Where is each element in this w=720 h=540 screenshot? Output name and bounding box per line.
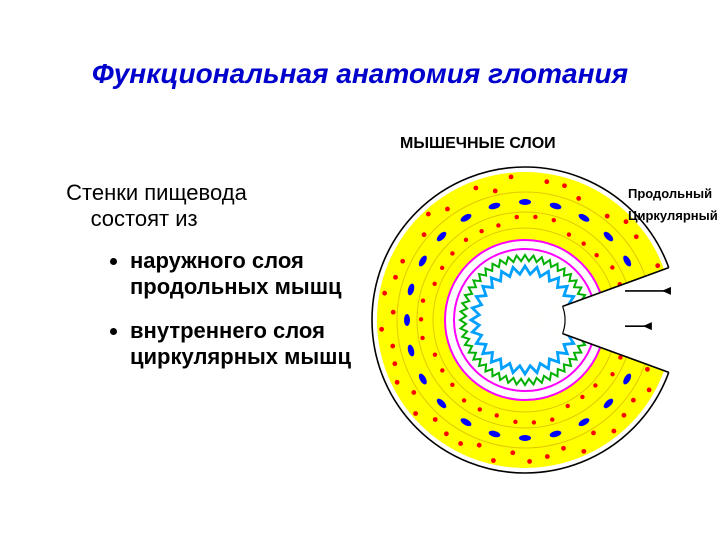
label-longitudinal: Продольный (628, 186, 712, 201)
bullet-1: наружного слоя продольных мышц (130, 248, 360, 300)
intro-line-2: состоят из (91, 206, 198, 231)
esophagus-cross-section-diagram (360, 150, 700, 490)
intro-line-1: Стенки пищевода (66, 180, 247, 205)
label-circular: Циркулярный (628, 208, 718, 223)
page-title: Функциональная анатомия глотания (0, 58, 720, 90)
description-text: Стенки пищевода состоят из наружного сло… (60, 180, 360, 388)
bullet-2: внутреннего слоя циркулярных мышц (130, 318, 360, 370)
